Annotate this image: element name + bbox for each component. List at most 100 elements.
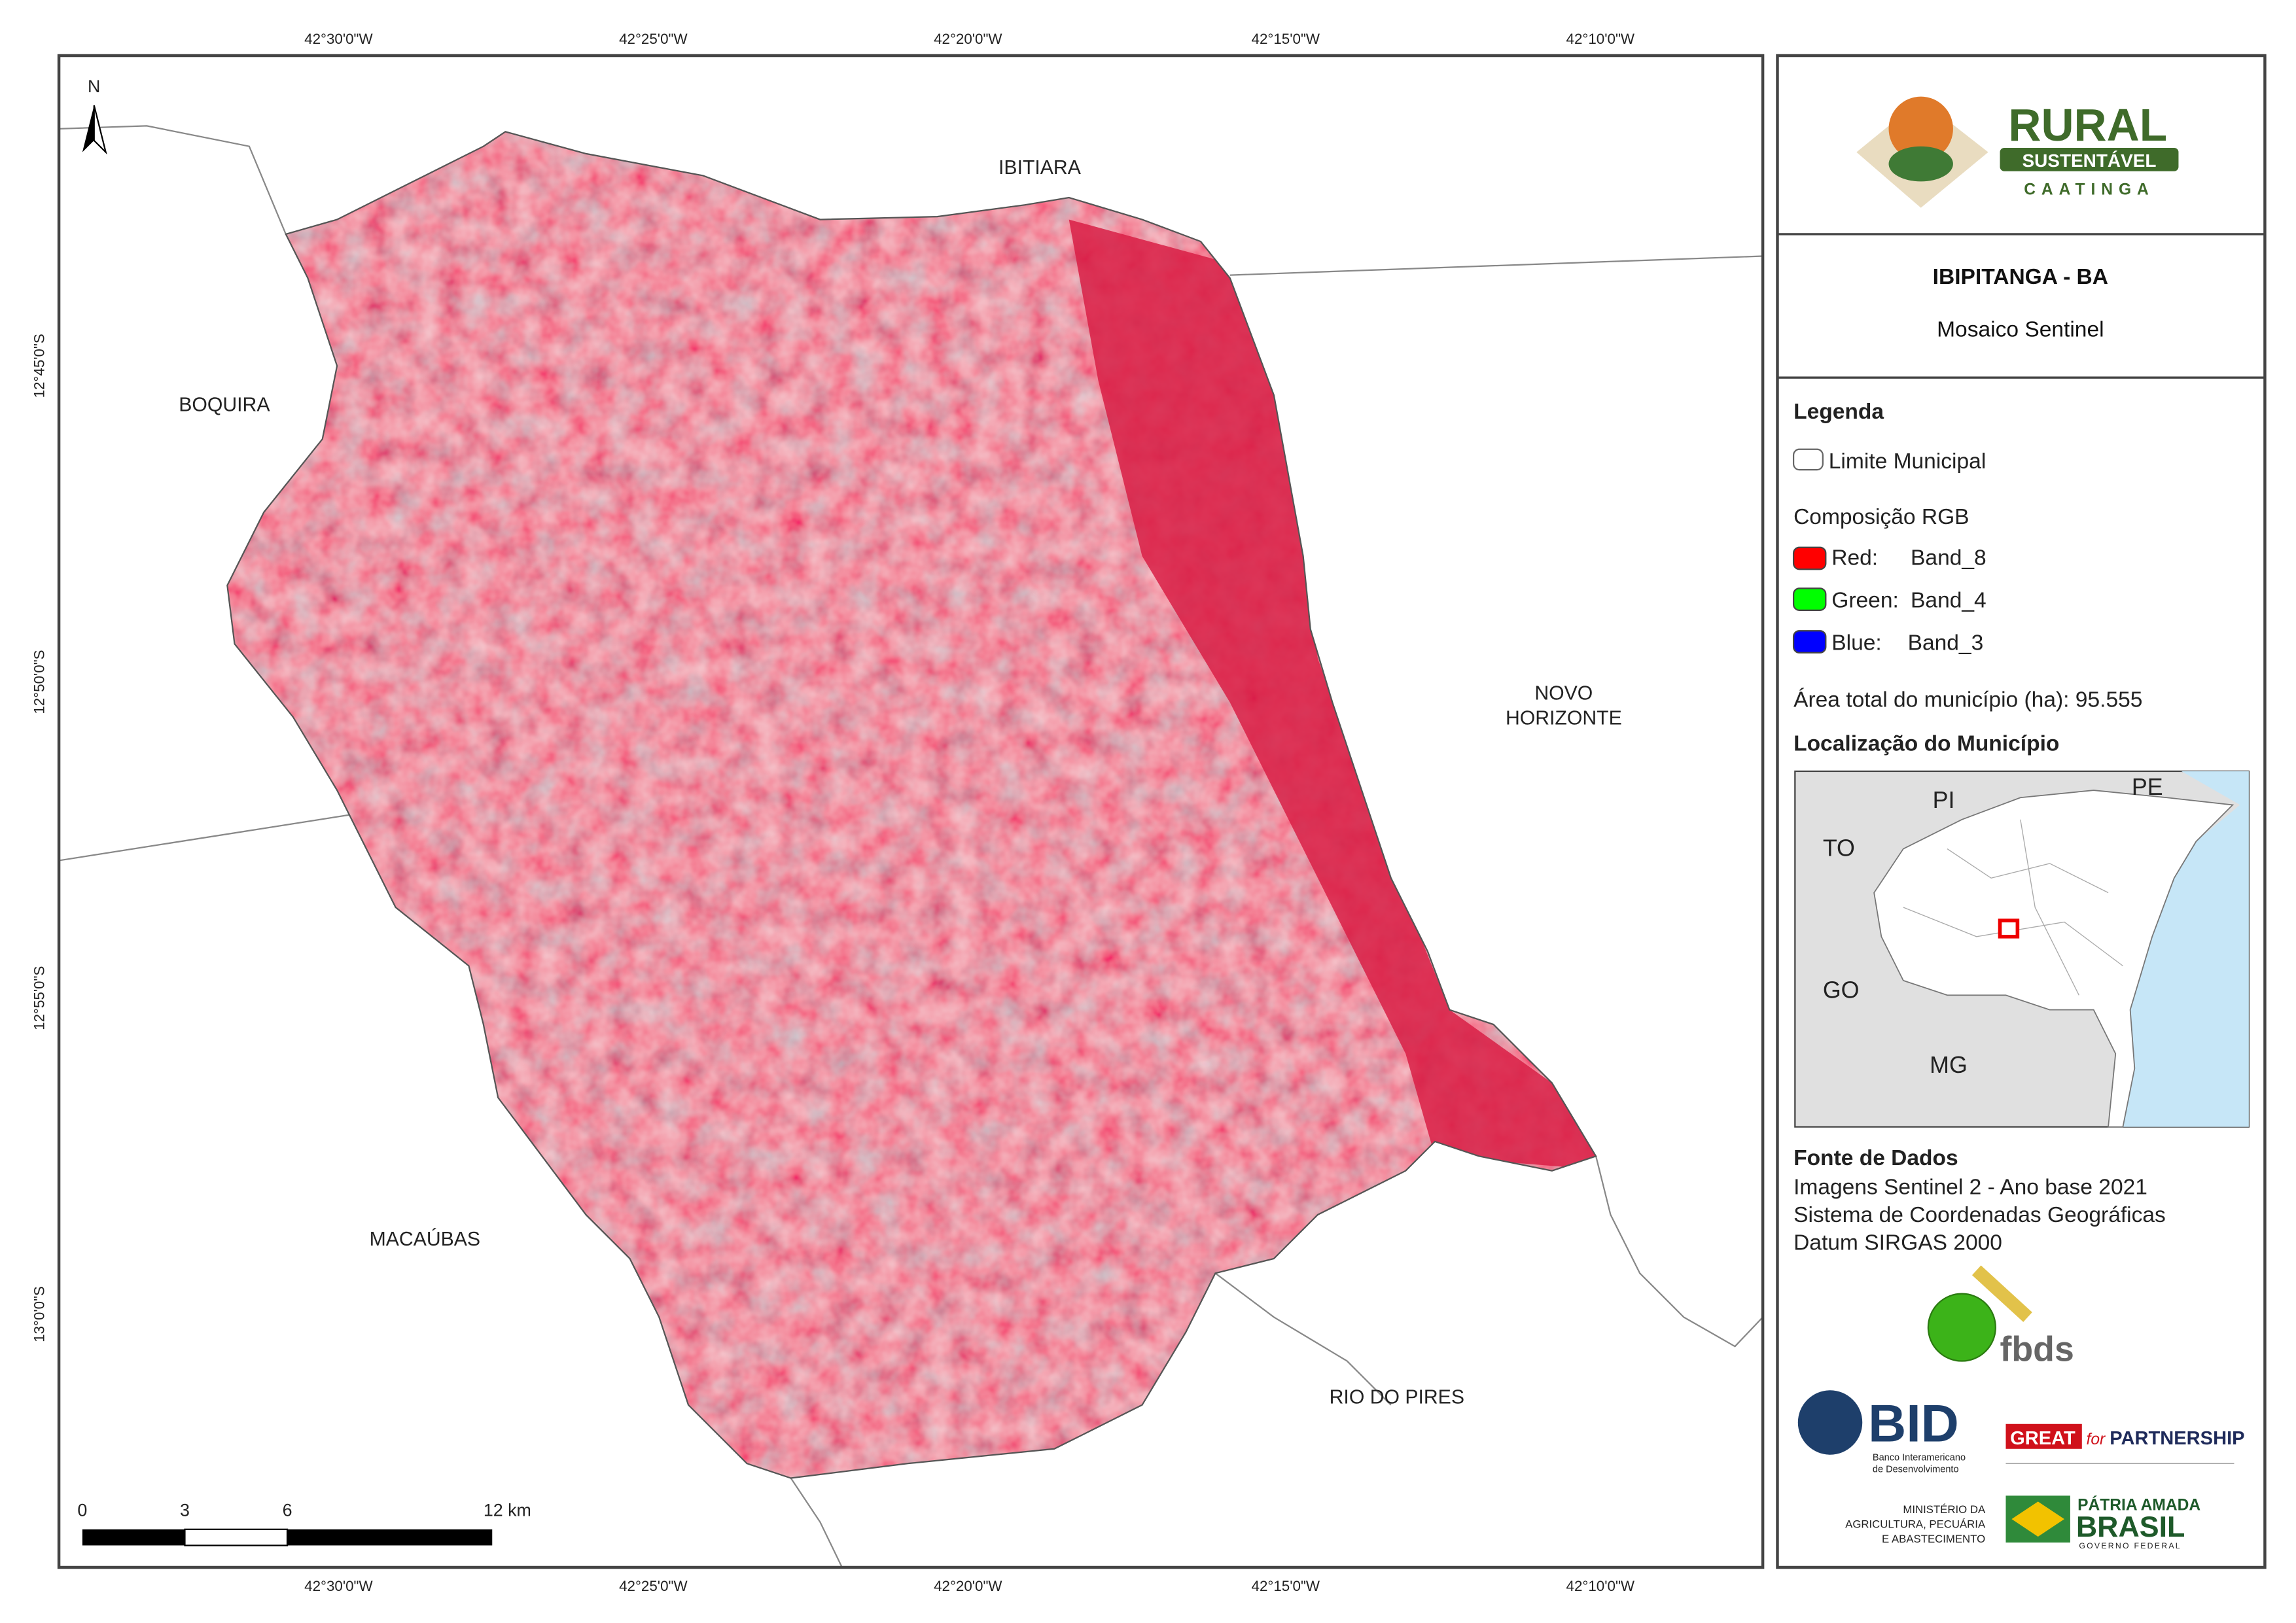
logo-sustentavel: SUSTENTÁVEL — [2022, 150, 2156, 171]
scale-label: 12 km — [484, 1501, 531, 1520]
lat-label: 12°45'0"S — [31, 334, 48, 398]
lon-label: 42°25'0"W — [619, 31, 688, 47]
logo-tree — [1888, 146, 1953, 182]
map-title: IBIPITANGA - BA — [1933, 265, 2108, 289]
legend-channel: Red: — [1831, 546, 1878, 570]
lat-label: 13°0'0"S — [31, 1286, 48, 1342]
patria-text: PÁTRIA AMADA — [2077, 1496, 2200, 1514]
bid-name: Banco Interamericano — [1873, 1453, 1966, 1463]
state-label: PI — [1933, 787, 1955, 813]
municipal-lines — [1903, 819, 2123, 996]
lon-label: 42°15'0"W — [1252, 1578, 1320, 1594]
place-names: IBITIARA BOQUIRA NOVO HORIZONTE MACAÚBAS… — [179, 157, 1621, 1408]
legend-channel: Blue: — [1831, 631, 1881, 655]
brasil-text: BRASIL — [2076, 1510, 2185, 1543]
scale-bar: 0 3 6 12 km — [77, 1501, 531, 1546]
great-partnership: PARTNERSHIP — [2110, 1428, 2244, 1449]
legend: Legenda Limite Municipal Composição RGB … — [1792, 400, 2142, 756]
scale-label: 3 — [180, 1501, 190, 1520]
place-name: BOQUIRA — [179, 394, 270, 416]
fbds-ball — [1927, 1293, 1996, 1362]
source-line: Imagens Sentinel 2 - Ano base 2021 — [1793, 1176, 2147, 1200]
ministry-line: MINISTÉRIO DA — [1903, 1503, 1986, 1516]
lon-label: 42°30'0"W — [304, 31, 373, 47]
great-box — [2005, 1423, 2082, 1449]
boundary — [1595, 1156, 1763, 1348]
legend-channel: Green: — [1831, 588, 1899, 612]
graticule: 42°30'0"W 42°25'0"W 42°20'0"W 42°15'0"W … — [31, 31, 1635, 1594]
fbds-text: fbds — [2000, 1330, 2074, 1369]
legend-swatch — [1792, 587, 1827, 612]
state-label: TO — [1823, 835, 1855, 862]
logo-sun — [1888, 96, 1953, 162]
legend-swatch — [1792, 630, 1827, 654]
boundary — [1229, 255, 1763, 276]
boundaries — [59, 125, 1763, 1567]
legend-subheading: Composição RGB — [1793, 505, 1969, 529]
scale-segment — [287, 1529, 493, 1546]
bahia — [1873, 790, 2234, 1128]
scale-label: 6 — [283, 1501, 292, 1520]
boundary — [1214, 1272, 1392, 1406]
lon-label: 42°15'0"W — [1252, 31, 1320, 47]
boundary — [59, 811, 367, 862]
north-label: N — [88, 77, 100, 96]
lon-label: 42°30'0"W — [304, 1578, 373, 1594]
ministry-line: E ABASTECIMENTO — [1882, 1533, 1985, 1545]
location-heading: Localização do Município — [1793, 732, 2059, 756]
lon-label: 42°10'0"W — [1566, 1578, 1635, 1594]
logo-rural: RURAL — [2008, 99, 2167, 150]
bid-name: de Desenvolvimento — [1873, 1465, 1959, 1475]
bid-icon — [1797, 1390, 1863, 1455]
place-name: MACAÚBAS — [370, 1229, 480, 1250]
lon-label: 42°20'0"W — [934, 1578, 1002, 1594]
lat-label: 12°50'0"S — [31, 650, 48, 714]
place-name: RIO DO PIRES — [1330, 1386, 1464, 1408]
state-label: MG — [1930, 1052, 1968, 1078]
map-frame — [57, 54, 1765, 1569]
source-line: Datum SIRGAS 2000 — [1793, 1231, 2002, 1255]
place-name: HORIZONTE — [1506, 707, 1622, 729]
governo-text: GOVERNO FEDERAL — [2079, 1541, 2181, 1550]
map-subtitle: Mosaico Sentinel — [1937, 318, 2104, 342]
state-label: PE — [2132, 774, 2163, 800]
ministry-line: AGRICULTURA, PECUÁRIA — [1845, 1518, 1986, 1531]
lon-label: 42°25'0"W — [619, 1578, 688, 1594]
great-for: for — [2087, 1431, 2107, 1448]
lon-label: 42°10'0"W — [1566, 31, 1635, 47]
ocean — [2123, 771, 2249, 1127]
forest-strip — [1069, 219, 1597, 1171]
scale-label: 0 — [77, 1501, 87, 1520]
legend-heading: Legenda — [1793, 400, 1884, 424]
boundary — [59, 125, 287, 235]
lon-label: 42°20'0"W — [934, 31, 1002, 47]
boundary — [790, 1477, 843, 1567]
lat-label: 12°55'0"S — [31, 966, 48, 1030]
legend-item: Limite Municipal — [1829, 449, 1987, 474]
bid-text: BID — [1868, 1395, 1959, 1454]
north-arrow — [82, 105, 94, 152]
fbds-bar — [1971, 1265, 2032, 1322]
legend-swatch — [1792, 546, 1827, 570]
location-marker — [1998, 918, 2020, 939]
great-text: GREAT — [2010, 1428, 2075, 1449]
area-text: Área total do município (ha): 95.555 — [1793, 688, 2142, 712]
logo-band — [2000, 147, 2179, 171]
panel-frame — [1776, 54, 2267, 1569]
legend-swatch — [1792, 448, 1824, 471]
rural-logo: RURAL SUSTENTÁVEL CAATINGA — [1856, 96, 2179, 208]
state-labels: PI PE TO GO MG — [1823, 774, 2163, 1078]
legend-band: Band_3 — [1908, 631, 1984, 655]
scale-segment — [82, 1529, 185, 1546]
place-name: IBITIARA — [998, 157, 1082, 179]
source-line: Sistema de Coordenadas Geográficas — [1793, 1203, 2166, 1227]
north-arrow — [93, 105, 107, 155]
state-label: GO — [1823, 977, 1860, 1003]
ministry: MINISTÉRIO DA AGRICULTURA, PECUÁRIA E AB… — [1845, 1503, 1986, 1545]
logo-caatinga: CAATINGA — [2024, 181, 2155, 199]
legend-band: Band_8 — [1911, 546, 1987, 570]
scale-segment — [184, 1528, 289, 1546]
